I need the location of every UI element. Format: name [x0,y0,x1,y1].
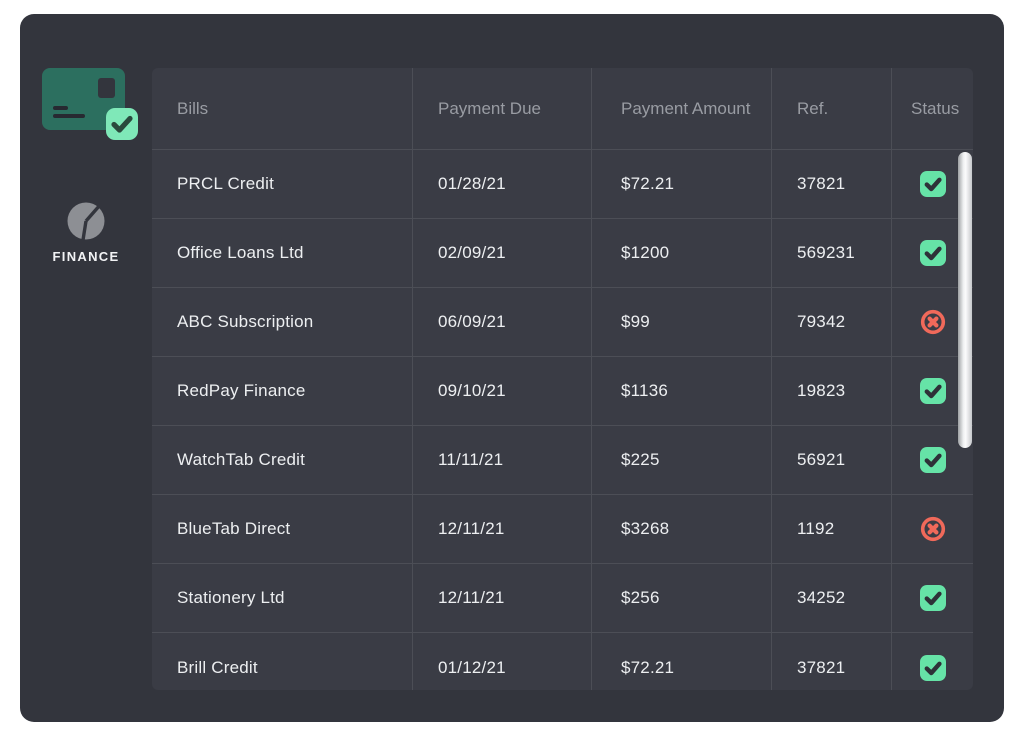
card-line [53,106,68,110]
column-header-payment-amount: Payment Amount [592,68,772,149]
brand-block: FINANCE [20,201,152,264]
cell-ref: 1192 [772,495,892,563]
cell-due: 01/28/21 [413,150,592,218]
scrollbar-thumb[interactable] [958,152,972,448]
table-row: PRCL Credit 01/28/21 $72.21 37821 [152,150,973,219]
cell-amount: $72.21 [592,150,772,218]
status-paid-check-icon[interactable] [892,150,973,218]
table-header-row: Bills Payment Due Payment Amount Ref. St… [152,68,973,150]
cell-amount: $72.21 [592,633,772,690]
cell-amount: $99 [592,288,772,356]
cell-amount: $1200 [592,219,772,287]
cell-ref: 19823 [772,357,892,425]
table-row: Stationery Ltd 12/11/21 $256 34252 [152,564,973,633]
status-paid-check-icon[interactable] [892,357,973,425]
cell-bill: Stationery Ltd [152,564,413,632]
status-unpaid-cross-icon[interactable] [892,288,973,356]
cell-bill: ABC Subscription [152,288,413,356]
cell-ref: 569231 [772,219,892,287]
brand-label: FINANCE [52,249,120,264]
cell-due: 09/10/21 [413,357,592,425]
column-header-ref: Ref. [772,68,892,149]
app-panel: FINANCE Bills Payment Due Payment Amount… [20,14,1004,722]
table-row: ABC Subscription 06/09/21 $99 79342 [152,288,973,357]
cell-bill: BlueTab Direct [152,495,413,563]
cell-amount: $256 [592,564,772,632]
cell-due: 11/11/21 [413,426,592,494]
bills-table: Bills Payment Due Payment Amount Ref. St… [152,68,973,690]
status-paid-check-icon[interactable] [892,219,973,287]
pie-chart-icon [67,202,105,241]
cell-ref: 79342 [772,288,892,356]
status-paid-check-icon[interactable] [892,426,973,494]
status-unpaid-cross-icon[interactable] [892,495,973,563]
status-paid-check-icon[interactable] [892,564,973,632]
credit-card-shape [42,68,125,130]
table-row: Brill Credit 01/12/21 $72.21 37821 [152,633,973,690]
column-header-bills: Bills [152,68,413,149]
check-badge-icon [106,108,138,140]
card-chip-icon [98,78,115,98]
cell-amount: $1136 [592,357,772,425]
cell-ref: 37821 [772,150,892,218]
cell-bill: WatchTab Credit [152,426,413,494]
cell-due: 12/11/21 [413,495,592,563]
cell-bill: Office Loans Ltd [152,219,413,287]
credit-card-icon [42,68,140,156]
cell-due: 12/11/21 [413,564,592,632]
cell-amount: $3268 [592,495,772,563]
cell-bill: RedPay Finance [152,357,413,425]
table-body: PRCL Credit 01/28/21 $72.21 37821 Office Lo… [152,150,973,690]
cell-due: 02/09/21 [413,219,592,287]
cell-ref: 56921 [772,426,892,494]
cell-bill: Brill Credit [152,633,413,690]
cell-ref: 34252 [772,564,892,632]
cell-due: 06/09/21 [413,288,592,356]
cell-amount: $225 [592,426,772,494]
cell-ref: 37821 [772,633,892,690]
card-line [53,114,85,118]
column-header-status: Status [911,98,960,118]
cell-due: 01/12/21 [413,633,592,690]
column-header-payment-due: Payment Due [413,68,592,149]
status-paid-check-icon[interactable] [892,633,973,690]
cell-bill: PRCL Credit [152,150,413,218]
table-row: WatchTab Credit 11/11/21 $225 56921 [152,426,973,495]
table-row: RedPay Finance 09/10/21 $1136 19823 [152,357,973,426]
table-row: BlueTab Direct 12/11/21 $3268 1192 [152,495,973,564]
table-row: Office Loans Ltd 02/09/21 $1200 569231 [152,219,973,288]
